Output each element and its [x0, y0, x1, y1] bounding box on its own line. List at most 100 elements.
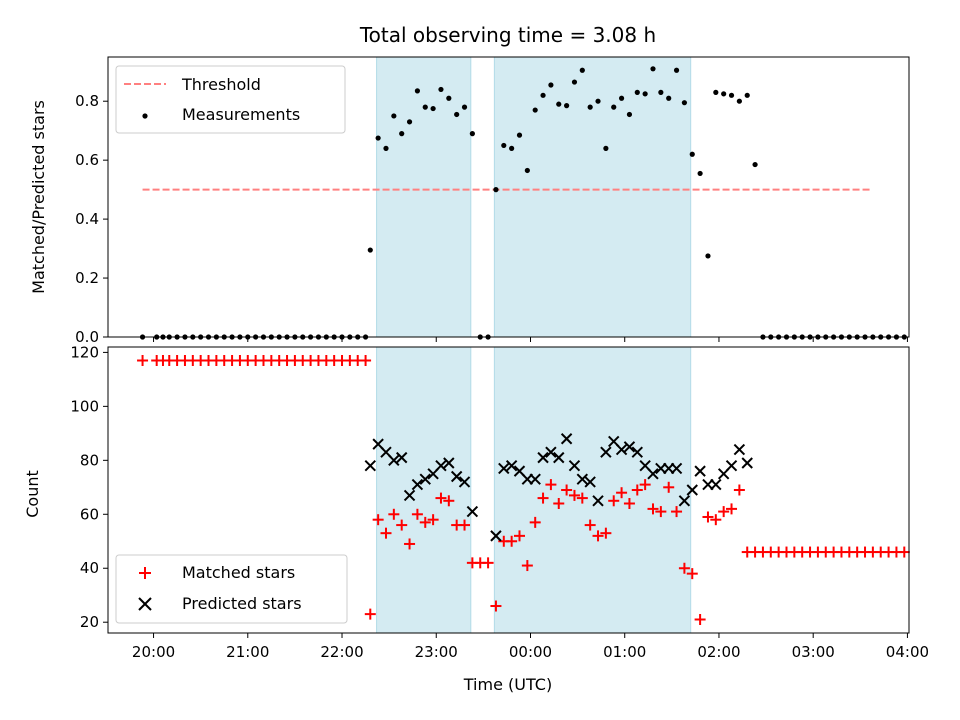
predicted-star-marker — [450, 470, 463, 483]
matched-star-marker — [718, 506, 730, 518]
measurement-point — [689, 151, 695, 157]
matched-star-marker — [726, 503, 738, 515]
matched-star-marker — [490, 600, 502, 612]
bottom-legend-box — [115, 554, 348, 624]
measurement-point — [681, 100, 688, 106]
measurement-point — [399, 131, 405, 137]
legend-measurements-label: Measurements — [182, 105, 300, 124]
predicted-star-marker — [678, 495, 691, 507]
predicted-star-marker — [615, 443, 628, 456]
measurement-point — [721, 91, 727, 97]
measurement-point — [564, 103, 570, 109]
predicted-star-marker — [584, 476, 596, 488]
matched-star-marker — [137, 354, 149, 366]
matched-star-marker — [380, 527, 392, 539]
bottom-shaded-intervals — [376, 346, 692, 634]
predicted-star-marker — [725, 460, 738, 472]
predicted-star-marker — [419, 473, 431, 485]
predicted-star-marker — [411, 478, 424, 491]
x-tick-label: 02:00 — [697, 643, 740, 661]
matched-star-marker — [898, 546, 910, 558]
predicted-star-marker — [623, 441, 636, 453]
y-tick-label: 80 — [80, 451, 99, 469]
measurement-point — [595, 98, 601, 104]
predicted-star-marker — [490, 530, 502, 542]
predicted-star-marker — [686, 484, 698, 496]
matched-star-marker — [561, 484, 573, 496]
legend-matched-swatch — [139, 567, 151, 579]
matched-star-marker — [616, 487, 628, 499]
matched-star-marker — [623, 497, 635, 509]
matched-star-marker — [576, 492, 588, 504]
measurement-point — [556, 101, 562, 107]
measurement-point — [493, 187, 499, 193]
x-tick-label: 20:00 — [132, 643, 175, 661]
y-tick-label: 60 — [80, 505, 99, 523]
predicted-star-marker — [694, 465, 706, 477]
predicted-star-marker — [364, 460, 376, 472]
predicted-star-marker — [466, 505, 479, 518]
measurement-point — [422, 104, 428, 110]
predicted-star-marker — [647, 468, 659, 480]
measurement-point — [697, 170, 703, 177]
matched-star-marker — [482, 557, 494, 569]
bottom-axes-frame — [107, 346, 910, 634]
predicted-star-marker — [576, 473, 589, 485]
bottom-panel: 20 40 60 80 100 120 20:00 21:00 22:00 23:00 00:00… — [23, 343, 929, 694]
matched-star-marker — [678, 562, 690, 574]
measurement-point — [532, 107, 538, 113]
matched-star-marker — [663, 481, 675, 493]
measurement-point — [383, 145, 389, 151]
matched-star-marker — [702, 511, 714, 523]
measurement-point — [501, 142, 507, 149]
measurement-point — [618, 95, 625, 101]
predicted-stars-points — [364, 433, 753, 542]
matched-star-marker — [372, 514, 384, 526]
measurement-point — [406, 119, 413, 125]
predicted-star-marker — [498, 462, 510, 475]
legend-matched-label: Matched stars — [182, 563, 295, 582]
measurement-point — [367, 247, 373, 253]
measurement-point — [509, 145, 515, 151]
measurement-point — [744, 92, 750, 98]
measurement-point — [461, 104, 468, 110]
predicted-star-marker — [553, 451, 565, 464]
matched-star-marker — [639, 479, 651, 491]
predicted-star-marker — [568, 460, 581, 472]
matched-star-marker — [443, 495, 455, 507]
top-y-ticks: 0.0 0.2 0.4 0.6 0.8 — [75, 92, 108, 346]
shaded-interval — [376, 346, 472, 634]
x-tick-label: 04:00 — [886, 643, 929, 661]
y-tick-label: 40 — [80, 559, 99, 577]
y-tick-label: 120 — [70, 343, 99, 361]
matched-star-marker — [553, 497, 565, 509]
x-tick-label: 22:00 — [320, 643, 363, 661]
matched-star-marker — [427, 514, 439, 526]
predicted-star-marker — [560, 433, 573, 445]
matched-star-marker — [388, 508, 400, 520]
x-tick-label: 03:00 — [792, 643, 835, 661]
legend-predicted-label: Predicted stars — [182, 594, 302, 613]
bottom-y-axis-label: Count — [23, 470, 42, 518]
matched-star-marker — [435, 492, 447, 504]
x-tick-label: 01:00 — [603, 643, 646, 661]
matched-star-marker — [584, 519, 596, 531]
matched-star-marker — [360, 354, 372, 366]
measurement-point — [587, 104, 593, 110]
top-panel: 0.00.20.40.60.8 Matched/Predicted stars … — [29, 56, 910, 346]
matched-star-marker — [364, 608, 376, 620]
chart-title: Total observing time = 3.08 h — [359, 23, 656, 47]
measurement-point — [736, 98, 742, 104]
predicted-star-marker — [600, 446, 612, 458]
y-tick-label: 0.0 — [75, 328, 99, 346]
matched-star-marker — [592, 530, 604, 542]
predicted-star-marker — [670, 462, 683, 475]
y-tick-label: 0.8 — [75, 92, 99, 110]
measurement-point — [391, 113, 397, 119]
legend-threshold-label: Threshold — [181, 75, 261, 94]
measurement-point — [611, 104, 617, 110]
predicted-star-marker — [537, 451, 549, 464]
measurement-point — [454, 111, 460, 118]
measurement-point — [603, 145, 609, 151]
y-tick-label: 0.6 — [75, 151, 99, 169]
